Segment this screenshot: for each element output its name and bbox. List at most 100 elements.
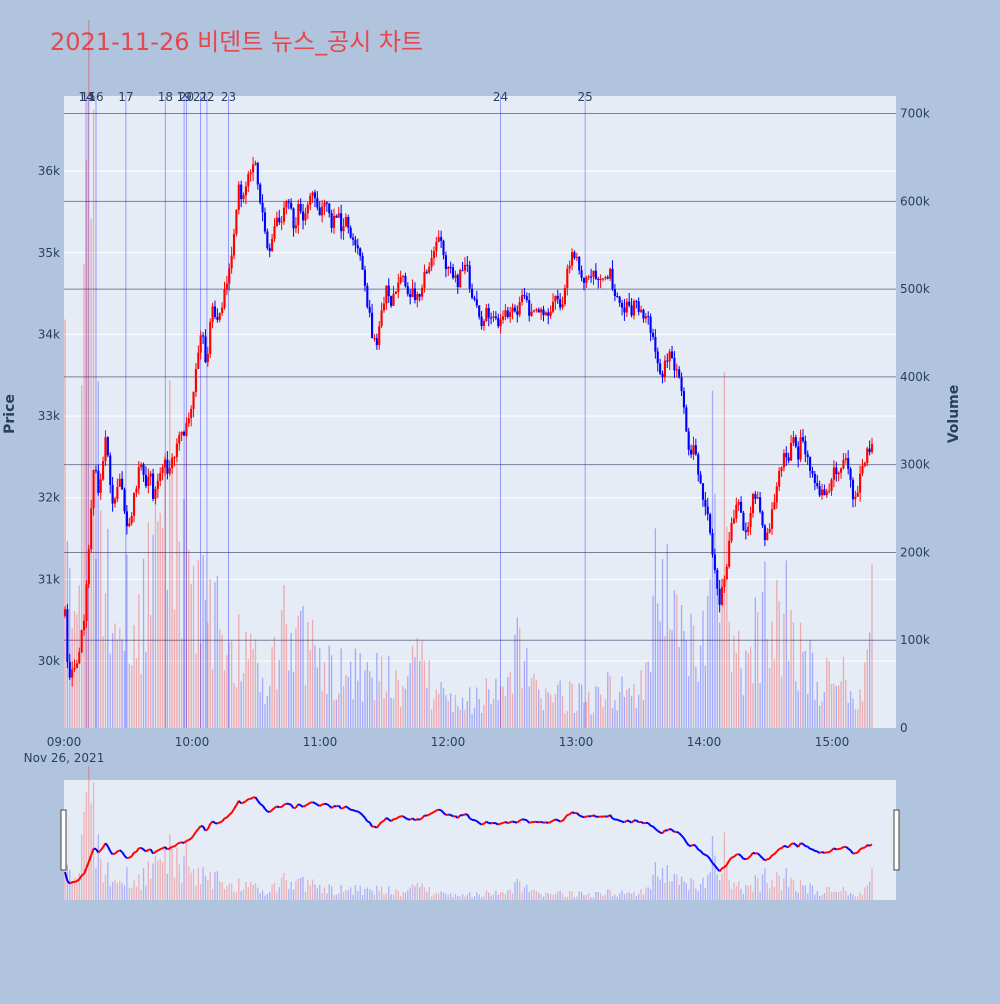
volume-bar [417,638,418,728]
volume-bar [348,677,349,728]
range-slider-volume-bar [536,891,537,900]
volume-bar [283,585,284,728]
range-slider-volume-bar [643,895,644,900]
range-slider-right-handle[interactable] [894,810,899,870]
candle-body [669,352,671,362]
volume-bar [795,681,796,728]
volume-bar [850,691,851,728]
price-candle [259,183,261,205]
candle-body [447,267,449,269]
candle-body [195,369,197,392]
candle-body [628,302,630,306]
candle-body [219,313,221,320]
range-slider-price-segment [241,803,243,804]
candle-body [473,298,475,300]
volume-bar [629,688,630,728]
volume-bar [288,671,289,728]
time-tick-label: 09:00 [47,735,82,749]
range-slider-price-segment [186,840,188,841]
range-slider-price-segment [327,804,329,806]
range-slider-volume-bar [86,792,87,900]
candle-body [745,530,747,532]
range-slider-volume-bar [817,891,818,900]
candle-body [402,276,404,277]
range-slider-volume-bar [850,893,851,900]
range-slider-price-segment [70,882,72,883]
range-slider-price-segment [579,815,581,816]
volume-bar [345,675,346,728]
range-slider-volume-bar [274,883,275,900]
candle-body [300,204,302,211]
volume-bar [512,694,513,728]
range-slider-price-segment [224,817,226,818]
volume-bar [214,582,215,728]
volume-bar [138,594,139,728]
candle-body [188,418,190,423]
volume-bar [362,702,363,728]
volume-bar [843,657,844,728]
volume-bar [390,698,391,728]
range-slider-price-segment [498,824,500,825]
range-slider-volume-bar [778,876,779,900]
range-slider-volume-bar [445,894,446,900]
volume-bar [405,689,406,728]
range-slider-volume-bar [662,868,663,900]
candle-body [576,257,578,258]
range-slider-volume-bar [364,889,365,900]
range-slider-price-segment [524,820,526,821]
volume-bar [590,715,591,728]
candle-body [428,267,430,273]
candle-body [814,474,816,483]
candle-body [666,361,668,362]
range-slider-volume-bar [521,893,522,900]
range-slider-volume-bar [683,882,684,900]
candle-body [740,502,742,513]
volume-bar [557,685,558,728]
candle-body [519,302,521,315]
range-slider-price-segment [386,818,388,820]
volume-bar [840,681,841,728]
volume-bar [809,640,810,728]
volume-bar [474,708,475,728]
range-slider-volume-bar [102,883,103,900]
volume-bar [688,676,689,728]
candle-body [466,265,468,266]
volume-bar [700,645,701,728]
volume-bar [160,513,161,728]
range-slider-volume-bar [317,888,318,900]
range-slider-volume-bar [848,895,849,900]
range-slider-left-handle[interactable] [61,810,66,870]
range-slider-volume-bar [862,895,863,900]
candle-body [245,186,247,195]
candle-body [76,663,78,667]
range-slider-volume-bar [812,886,813,900]
candle-body [178,435,180,444]
range-slider-price-segment [320,805,322,806]
range-slider-volume-bar [693,880,694,900]
candle-body [269,248,271,251]
volume-bar [600,694,601,728]
volume-bar [393,698,394,728]
candle-body [297,204,299,225]
range-slider-volume-bar [764,868,765,900]
range-slider-volume-bar [593,897,594,900]
candle-body [254,163,256,165]
candle-body [678,369,680,377]
candle-body [464,265,466,271]
volume-bar [712,391,713,728]
candle-body [552,302,554,312]
candle-body [231,255,233,268]
range-slider-price-segment [841,847,843,848]
range-slider-volume-bar [212,889,213,900]
price-tick-label: 35k [38,246,60,260]
range-slider-volume-bar [443,892,444,900]
range-slider-volume-bar [474,896,475,900]
candle-body [442,241,444,255]
volume-bar [274,637,275,728]
range-slider-volume-bar [279,887,280,900]
volume-bar [800,623,801,728]
price-tick-label: 31k [38,572,60,586]
volume-bar [774,659,775,728]
volume-bar [448,701,449,728]
candle-body [507,310,509,317]
